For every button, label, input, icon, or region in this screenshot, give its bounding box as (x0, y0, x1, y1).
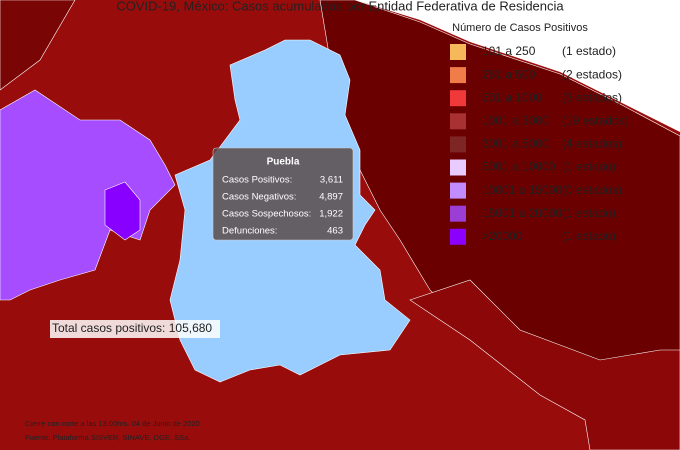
legend-count: (1 estado) (562, 206, 616, 220)
tooltip-value: 3,611 (320, 175, 343, 186)
legend-count: (2 estados) (562, 67, 622, 81)
tooltip-box (212, 147, 354, 241)
legend-swatch (450, 90, 466, 107)
state-region (0, 89, 176, 301)
footer-note: Cierre con corte a las 13:00hrs. 04 de J… (25, 419, 200, 428)
legend-swatch (450, 44, 466, 60)
tooltip: Puebla Casos Positivos: 3,611 Casos Negati… (212, 147, 354, 241)
legend-range: 3001 a 5000 (482, 137, 549, 151)
legend-swatch (450, 205, 466, 222)
legend-range: >20000 (482, 229, 523, 243)
legend: Número de Casos Positivos 101 a 250 (1 es… (450, 22, 629, 245)
sea (355, 0, 680, 132)
legend-count: (3 estados) (562, 90, 622, 104)
total-label: Total casos positivos: 105,680 (52, 321, 212, 335)
legend-count: (19 estados) (562, 113, 629, 127)
legend-count: (1 estado) (562, 160, 616, 174)
legend-range: 15001 a 20000 (482, 206, 562, 220)
map-title: COVID-19, México: Casos acumulados por E… (116, 0, 564, 13)
state-region (104, 181, 141, 241)
state-region (409, 279, 680, 450)
legend-swatch (450, 67, 466, 84)
legend-swatch (450, 182, 466, 199)
footer-source: Fuente: Plataforma SISVER, SINAVE, DGE, … (25, 433, 190, 442)
legend-swatch (450, 159, 466, 176)
total-box (50, 320, 220, 338)
legend-count: (0 estados) (562, 183, 622, 197)
legend-title: Número de Casos Positivos (452, 22, 588, 34)
legend-swatch (450, 228, 466, 245)
legend-range: 101 a 250 (482, 44, 536, 58)
legend-count: (1 estado) (562, 229, 616, 243)
tooltip-value: 4,897 (319, 192, 343, 203)
tooltip-label: Casos Sospechosos: (222, 209, 311, 220)
legend-range: 10001 a 15000 (482, 183, 562, 197)
tooltip-title: Puebla (267, 157, 300, 168)
legend-count: (1 estado) (562, 44, 616, 58)
legend-range: 1001 a 3000 (482, 113, 549, 127)
tooltip-label: Casos Negativos: (222, 192, 296, 203)
tooltip-label: Casos Positivos: (222, 175, 292, 186)
tooltip-value: 463 (327, 226, 343, 237)
tooltip-label: Defunciones: (222, 226, 277, 237)
legend-count: (4 estados) (562, 137, 622, 151)
state-region (0, 0, 76, 91)
legend-range: 501 a 1000 (482, 90, 542, 104)
tooltip-value: 1,922 (319, 209, 343, 220)
legend-swatch (450, 113, 466, 130)
legend-swatch (450, 136, 466, 153)
legend-range: 251 a 500 (482, 67, 536, 81)
legend-range: 5001 a 10000 (482, 160, 556, 174)
